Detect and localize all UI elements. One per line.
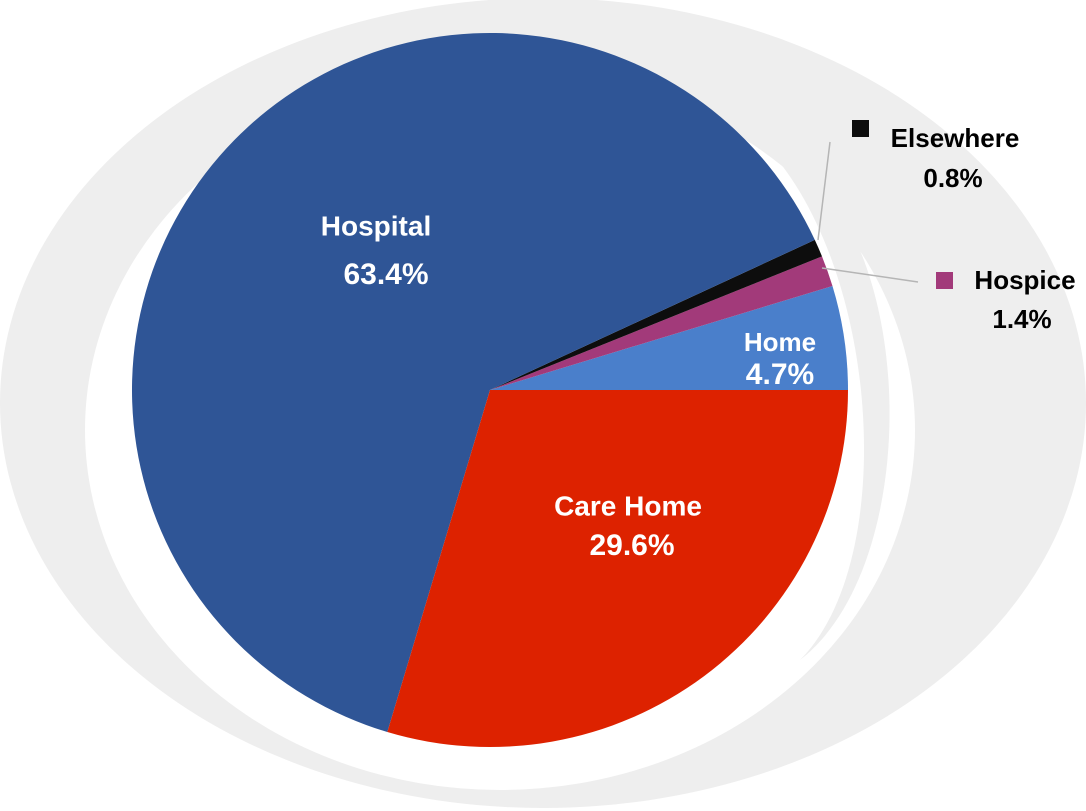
marker-hospice	[936, 272, 953, 289]
slice-value-home: 4.7%	[746, 358, 814, 391]
slice-value-care-home: 29.6%	[589, 529, 674, 562]
slice-value-hospice: 1.4%	[992, 304, 1051, 334]
slice-label-home: Home	[744, 327, 816, 357]
leader-line-elsewhere	[817, 141, 831, 241]
pie-slice-hospice	[490, 256, 833, 390]
slice-value-elsewhere: 0.8%	[923, 163, 982, 193]
pie-slice-care-home	[387, 390, 848, 747]
ring-swirl	[760, 140, 890, 660]
pie-slices	[131, 32, 848, 747]
slice-label-hospice: Hospice	[974, 265, 1075, 295]
pie-slice-hospital	[131, 32, 815, 732]
slice-value-hospital: 63.4%	[343, 258, 428, 291]
slice-label-elsewhere: Elsewhere	[891, 123, 1020, 153]
slice-label-hospital: Hospital	[321, 210, 431, 241]
pie-slice-home	[490, 286, 848, 390]
leader-line-hospice	[821, 267, 919, 283]
slice-label-care-home: Care Home	[554, 490, 702, 521]
pie-slice-elsewhere	[490, 239, 822, 390]
leader-lines	[817, 141, 919, 283]
marker-elsewhere	[852, 120, 869, 137]
